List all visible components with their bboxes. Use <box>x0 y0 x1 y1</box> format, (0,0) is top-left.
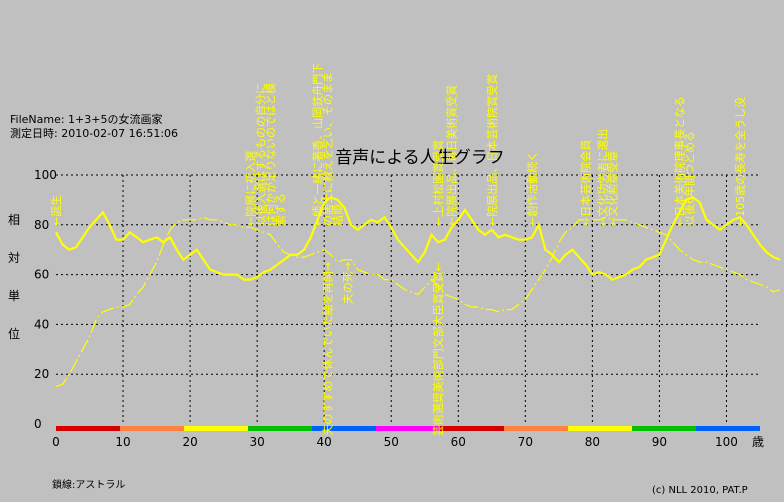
x-tick-label: 60 <box>451 435 466 449</box>
age-band-segment <box>440 426 504 431</box>
annotation-label: 結婚 <box>331 204 345 226</box>
y-tick-label: 20 <box>34 367 49 381</box>
y-axis-label-char: 位 <box>8 326 20 341</box>
file-name-label: FileName: 1+3+5の女流画家 <box>10 113 163 126</box>
x-tick-label: 10 <box>115 435 130 449</box>
x-tick-label: 40 <box>317 435 332 449</box>
age-band-segment <box>376 426 440 431</box>
annotation-label: ←文化功労者に選出 <box>595 129 609 226</box>
age-band-segment <box>568 426 632 431</box>
y-tick-label: 100 <box>34 168 57 182</box>
age-band-segment <box>632 426 696 431</box>
x-axis-unit: 歳 <box>752 435 764 449</box>
y-axis-label-char: 単 <box>8 289 20 303</box>
x-tick-label: 20 <box>182 435 197 449</box>
annotation-label: は何かが足りないのではと模 <box>264 83 278 226</box>
age-band-segment <box>312 426 376 431</box>
annotation-label: 芸術選奨美術部門文部大臣賞受賞← <box>431 262 445 436</box>
y-tick-label: 80 <box>34 218 49 232</box>
x-tick-label: 30 <box>250 435 265 449</box>
annotation-label: 夫の死→ <box>342 262 355 304</box>
annotation-label: ←誕生 <box>49 195 63 226</box>
annotation-label: ←院展に初入選 <box>243 151 257 226</box>
annotation-label: 以後入選はするものの自分に <box>253 83 267 226</box>
y-axis-label-char: 対 <box>8 251 20 265</box>
x-tick-label: 90 <box>652 435 667 449</box>
chart-title: 音声による人生グラフ <box>335 148 505 168</box>
annotation-label: ←師と一緒に著香、山岡鉄舟門下 <box>310 63 324 226</box>
age-band-segment <box>504 426 568 431</box>
age-band-segment <box>120 426 184 431</box>
age-band-segment <box>248 426 312 431</box>
y-tick-label: 40 <box>34 317 49 331</box>
annotation-label: ←院展出品、日本芸術院賞受賞 <box>485 74 499 226</box>
annotation-label: 夫のすすめで休んでいた絵を再開→ <box>321 262 335 436</box>
series-line-solid <box>55 196 781 281</box>
x-tick-label: 70 <box>518 435 533 449</box>
annotation-label: ←文化勲章受章 <box>605 151 619 226</box>
baseline-note: 鎖線:アストラル <box>52 480 126 491</box>
age-band-segment <box>696 426 760 431</box>
annotation-label: ←創作活動続く <box>525 151 539 226</box>
y-tick-label: 0 <box>34 417 42 431</box>
annotation-label: 以後6年間つとめる <box>683 131 697 226</box>
annotation-label: ←105歳の長寿を全うし没 <box>733 97 747 226</box>
y-tick-label: 60 <box>34 268 49 282</box>
annotation-label: ←院展出品、毎日美術賞受賞 <box>445 85 459 226</box>
x-tick-label: 0 <box>52 435 60 449</box>
age-band-segment <box>184 426 248 431</box>
series-line-dashed <box>55 216 781 388</box>
annotation-label: の居士に教えを乞い、そのまま <box>321 72 335 226</box>
age-band-segment <box>56 426 120 431</box>
measured-datetime-label: 測定日時: 2010-02-07 16:51:06 <box>10 127 179 140</box>
x-tick-label: 80 <box>585 435 600 449</box>
annotation-label: ←日本美術院理事長となる <box>673 96 687 226</box>
annotation-label: ←上村松園賞受賞 <box>431 140 445 226</box>
copyright-label: (c) NLL 2010, PAT.P <box>652 485 748 496</box>
x-tick-label: 100 <box>715 435 738 449</box>
y-axis-label-char: 相 <box>8 213 20 227</box>
x-tick-label: 50 <box>384 435 399 449</box>
annotation-label: ←日本芸術院会員 <box>579 140 593 226</box>
annotation-label: 索する <box>274 193 288 226</box>
